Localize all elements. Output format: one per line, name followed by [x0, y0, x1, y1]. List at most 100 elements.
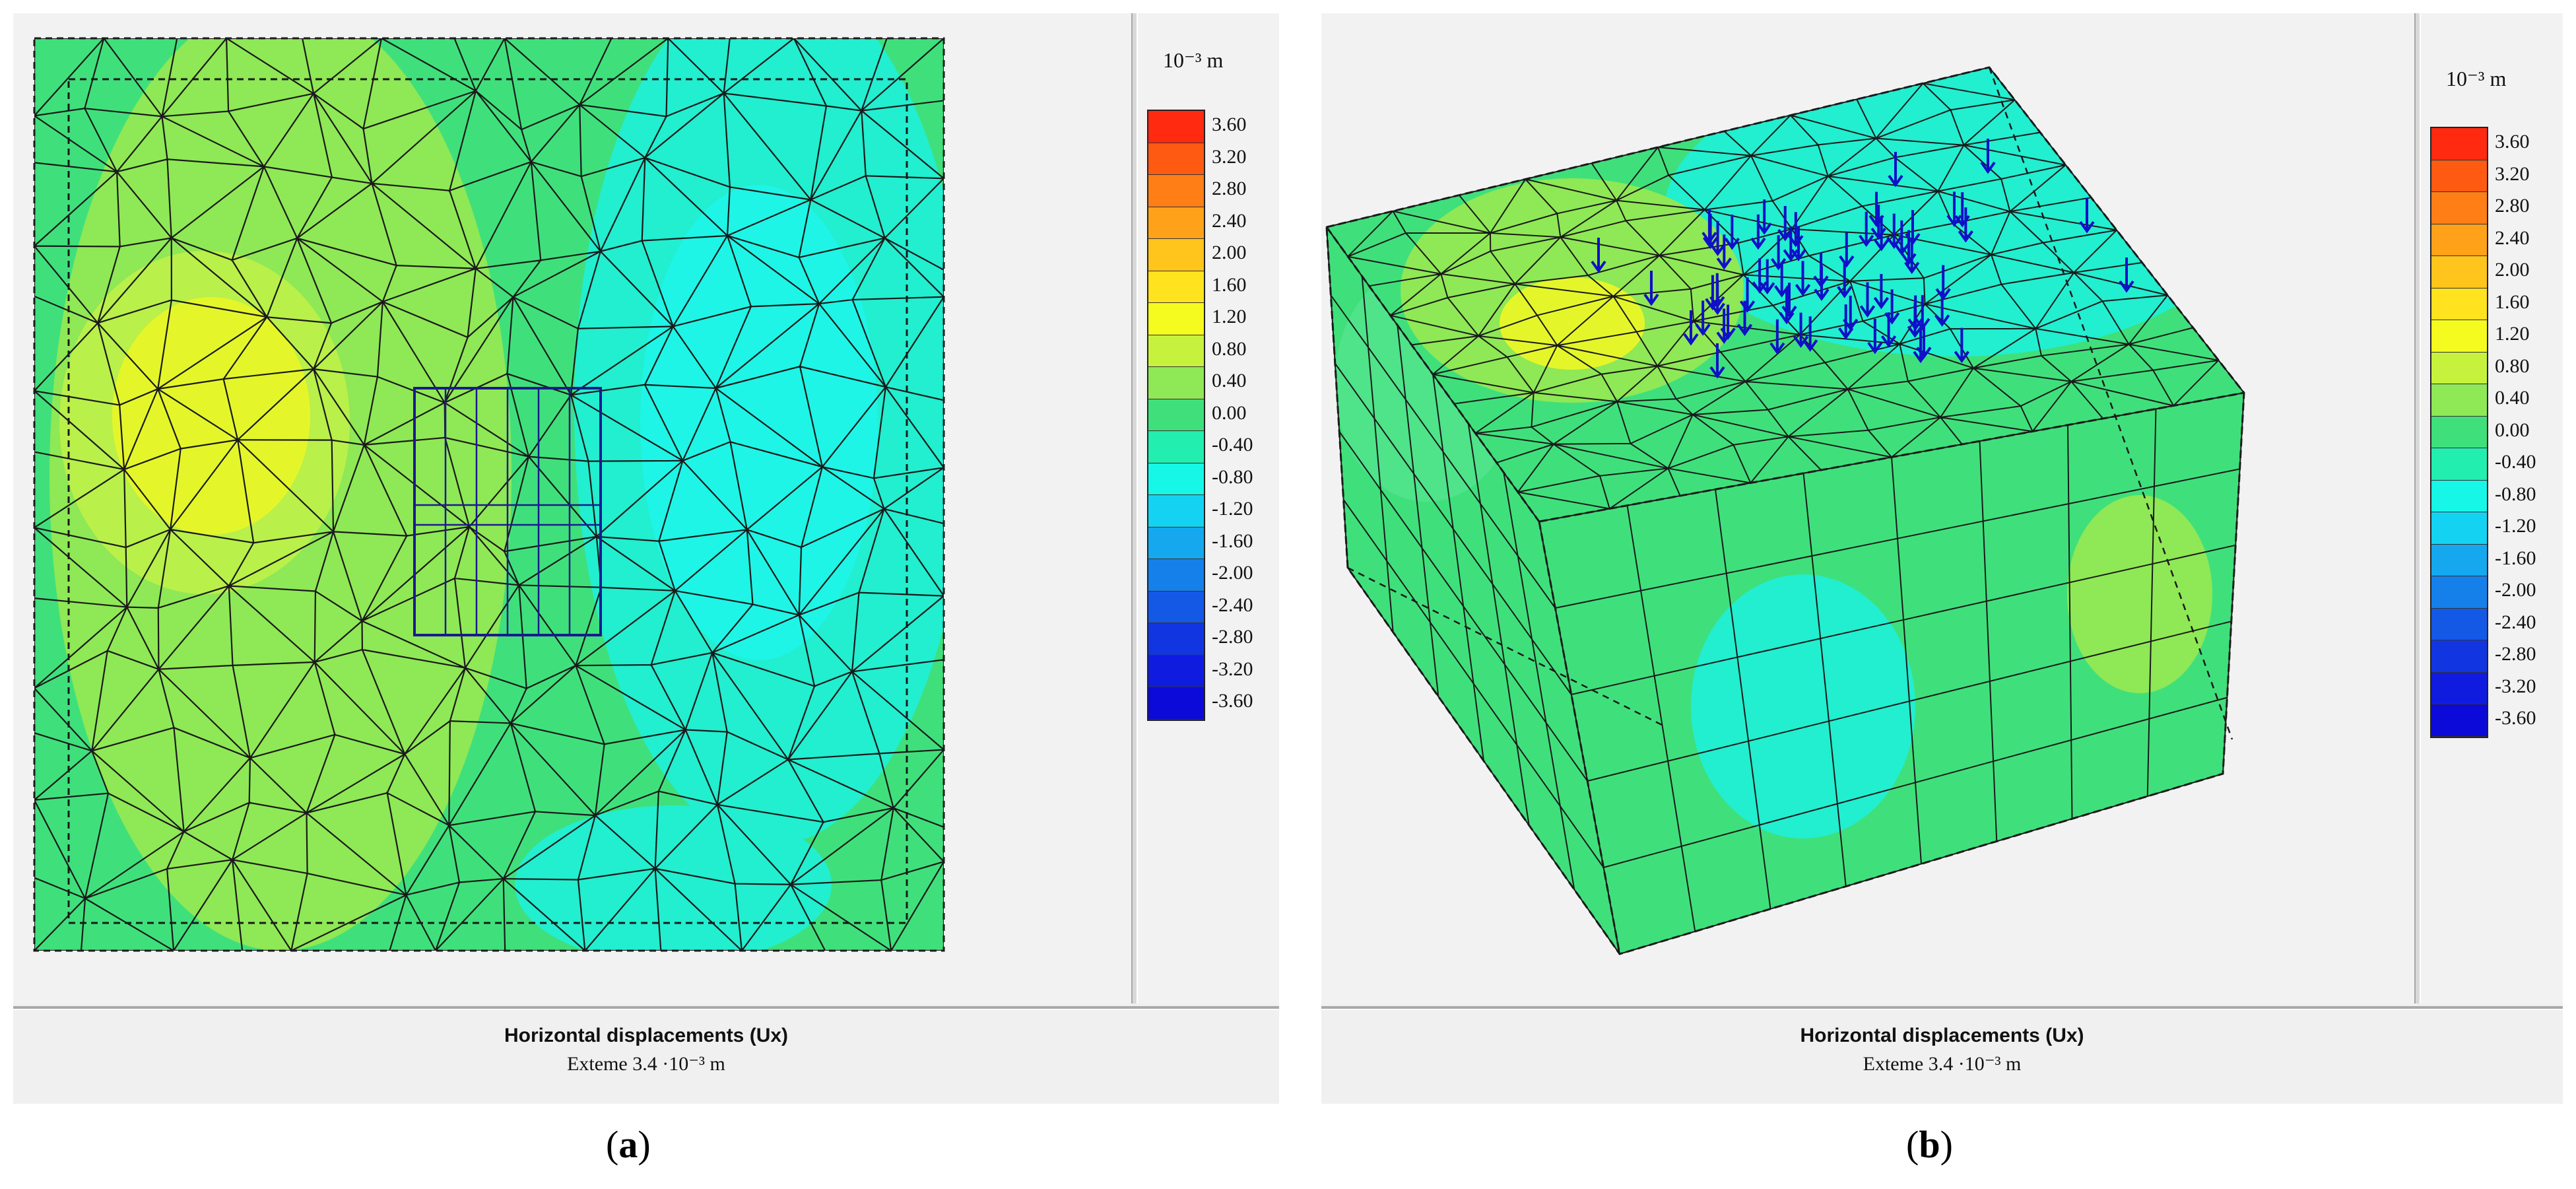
- legend-b-swatch: [2431, 192, 2487, 224]
- load-arrow: [1837, 263, 1853, 298]
- legend-b-swatch: [2431, 512, 2487, 545]
- face-front-zone: [1691, 574, 1915, 838]
- legend-b-label: -2.80: [2495, 643, 2536, 665]
- load-arrow: [1894, 220, 1909, 256]
- load-arrow: [1774, 262, 1790, 298]
- legend-b-label: 2.80: [2495, 195, 2530, 217]
- legend-b-label: -2.40: [2495, 611, 2536, 633]
- load-arrow: [1781, 283, 1797, 318]
- load-arrow: [1716, 234, 1732, 270]
- legend-b-label: -2.00: [2495, 579, 2536, 601]
- legend-b-swatch: [2431, 640, 2487, 673]
- load-arrow: [1709, 343, 1725, 379]
- legend-a-label: 1.60: [1212, 273, 1247, 296]
- color-legend-a: 3.60 3.20 2.80 2.40 2.00 1.60 1.20 0.80 0.40 0.00…: [1147, 110, 1253, 721]
- legend-a-label: -0.40: [1212, 434, 1253, 456]
- legend-b-label: -0.80: [2495, 483, 2536, 505]
- legend-a-swatch: [1148, 399, 1204, 431]
- panel-a: 10⁻³ m 3.60 3.20 2.80 2.40 2.00 1.60 1.20 0.80 0…: [13, 13, 1279, 1104]
- legend-a-swatch: [1148, 431, 1204, 463]
- legend-a-label: -1.60: [1212, 529, 1253, 552]
- load-arrow: [1843, 295, 1859, 331]
- caption-b-open: (: [1906, 1123, 1919, 1166]
- load-arrow: [1884, 289, 1900, 325]
- legend-b-label: 0.40: [2495, 387, 2530, 409]
- load-arrow: [1934, 291, 1950, 327]
- load-arrow: [1954, 327, 1969, 364]
- legend-b-swatch: [2431, 576, 2487, 609]
- legend-b-label: -3.20: [2495, 675, 2536, 697]
- legend-a-swatch: [1148, 111, 1204, 143]
- legend-a-label: 1.20: [1212, 306, 1247, 327]
- legend-a-swatch: [1148, 559, 1204, 592]
- legend-a-label: 0.40: [1212, 370, 1247, 391]
- load-arrow: [1695, 300, 1711, 336]
- mesh-plot-a[interactable]: [13, 13, 1135, 1003]
- caption-a-close: ): [638, 1123, 651, 1166]
- legend-a-swatch: [1148, 335, 1204, 367]
- legend-a-swatch: [1148, 527, 1204, 559]
- legend-b-swatch: [2431, 352, 2487, 384]
- legend-b-swatch: [2431, 704, 2487, 737]
- load-arrow: [1720, 304, 1736, 340]
- extreme-value-b: Exteme 3.4 ·10⁻³ m: [1863, 1053, 2022, 1075]
- legend-unit-b: 10⁻³ m: [2446, 67, 2507, 90]
- caption-b-letter: b: [1919, 1123, 1940, 1166]
- inner-boundary: [67, 78, 908, 924]
- caption-a-open: (: [606, 1123, 619, 1166]
- footer-a: Horizontal displacements (Ux) Exteme 3.4…: [13, 1025, 1279, 1104]
- mesh-lines: [34, 38, 944, 951]
- hidden-edges: [1347, 67, 2233, 740]
- legend-b-label: -1.60: [2495, 547, 2536, 569]
- extreme-value-a: Exteme 3.4 ·10⁻³ m: [567, 1053, 725, 1075]
- legend-a-label: -2.00: [1212, 562, 1253, 584]
- legend-b-label: 0.80: [2495, 355, 2530, 377]
- legend-b-label: -1.20: [2495, 515, 2536, 537]
- legend-divider-b[interactable]: [2414, 13, 2421, 1003]
- load-arrow: [1802, 316, 1818, 352]
- legend-b-swatch: [2431, 416, 2487, 448]
- load-arrow: [1709, 221, 1726, 257]
- load-arrow: [1777, 206, 1793, 242]
- viewport-a[interactable]: [13, 13, 1279, 1003]
- legend-a-swatch: [1148, 623, 1204, 656]
- legend-a-swatch: [1148, 303, 1204, 335]
- field-peak-zone: [112, 297, 310, 535]
- panel-b: 10⁻³ m 3.60 3.20 2.80 2.40 2.00 1.60 1.20 0.80 0…: [1321, 13, 2563, 1104]
- load-arrow: [1769, 319, 1785, 355]
- legend-b-swatch: [2431, 672, 2487, 704]
- load-arrow: [1814, 265, 1830, 301]
- legend-a-label: 2.00: [1212, 242, 1247, 263]
- load-arrow: [1756, 199, 1772, 235]
- result-title-a: Horizontal displacements (Ux): [504, 1025, 789, 1046]
- legend-b-swatch: [2431, 224, 2487, 256]
- legend-b-label: 3.60: [2495, 131, 2530, 153]
- block-outline: [1325, 66, 2245, 955]
- caption-b-close: ): [1940, 1123, 1953, 1166]
- legend-a-swatch: [1148, 495, 1204, 527]
- legend-b-swatch: [2431, 288, 2487, 320]
- load-arrow: [1859, 282, 1876, 318]
- load-arrow: [2119, 257, 2134, 293]
- load-arrow: [1888, 152, 1903, 187]
- legend-a-label: 3.60: [1212, 114, 1247, 135]
- load-arrow: [1980, 139, 1996, 174]
- load-arrow: [1779, 289, 1795, 325]
- legend-a-swatch: [1148, 367, 1204, 399]
- load-arrow: [1905, 210, 1921, 246]
- legend-a-swatch: [1148, 143, 1204, 175]
- caption-a-letter: a: [618, 1123, 638, 1166]
- legend-divider-a[interactable]: [1131, 13, 1138, 1003]
- load-arrow: [1739, 277, 1756, 313]
- viewport-b[interactable]: [1321, 13, 2563, 1003]
- caption-a: (a): [606, 1122, 651, 1167]
- legend-b-label: 2.40: [2495, 226, 2530, 249]
- legend-a-label: 0.80: [1212, 337, 1247, 360]
- mesh-plot-b[interactable]: [1321, 13, 2417, 1003]
- legend-a-swatch: [1148, 239, 1204, 271]
- legend-b-label: 1.60: [2495, 290, 2530, 313]
- load-arrow: [1724, 215, 1740, 250]
- legend-b-swatch: [2431, 544, 2487, 576]
- legend-b-label: 2.00: [2495, 259, 2530, 281]
- legend-b-swatch: [2431, 480, 2487, 512]
